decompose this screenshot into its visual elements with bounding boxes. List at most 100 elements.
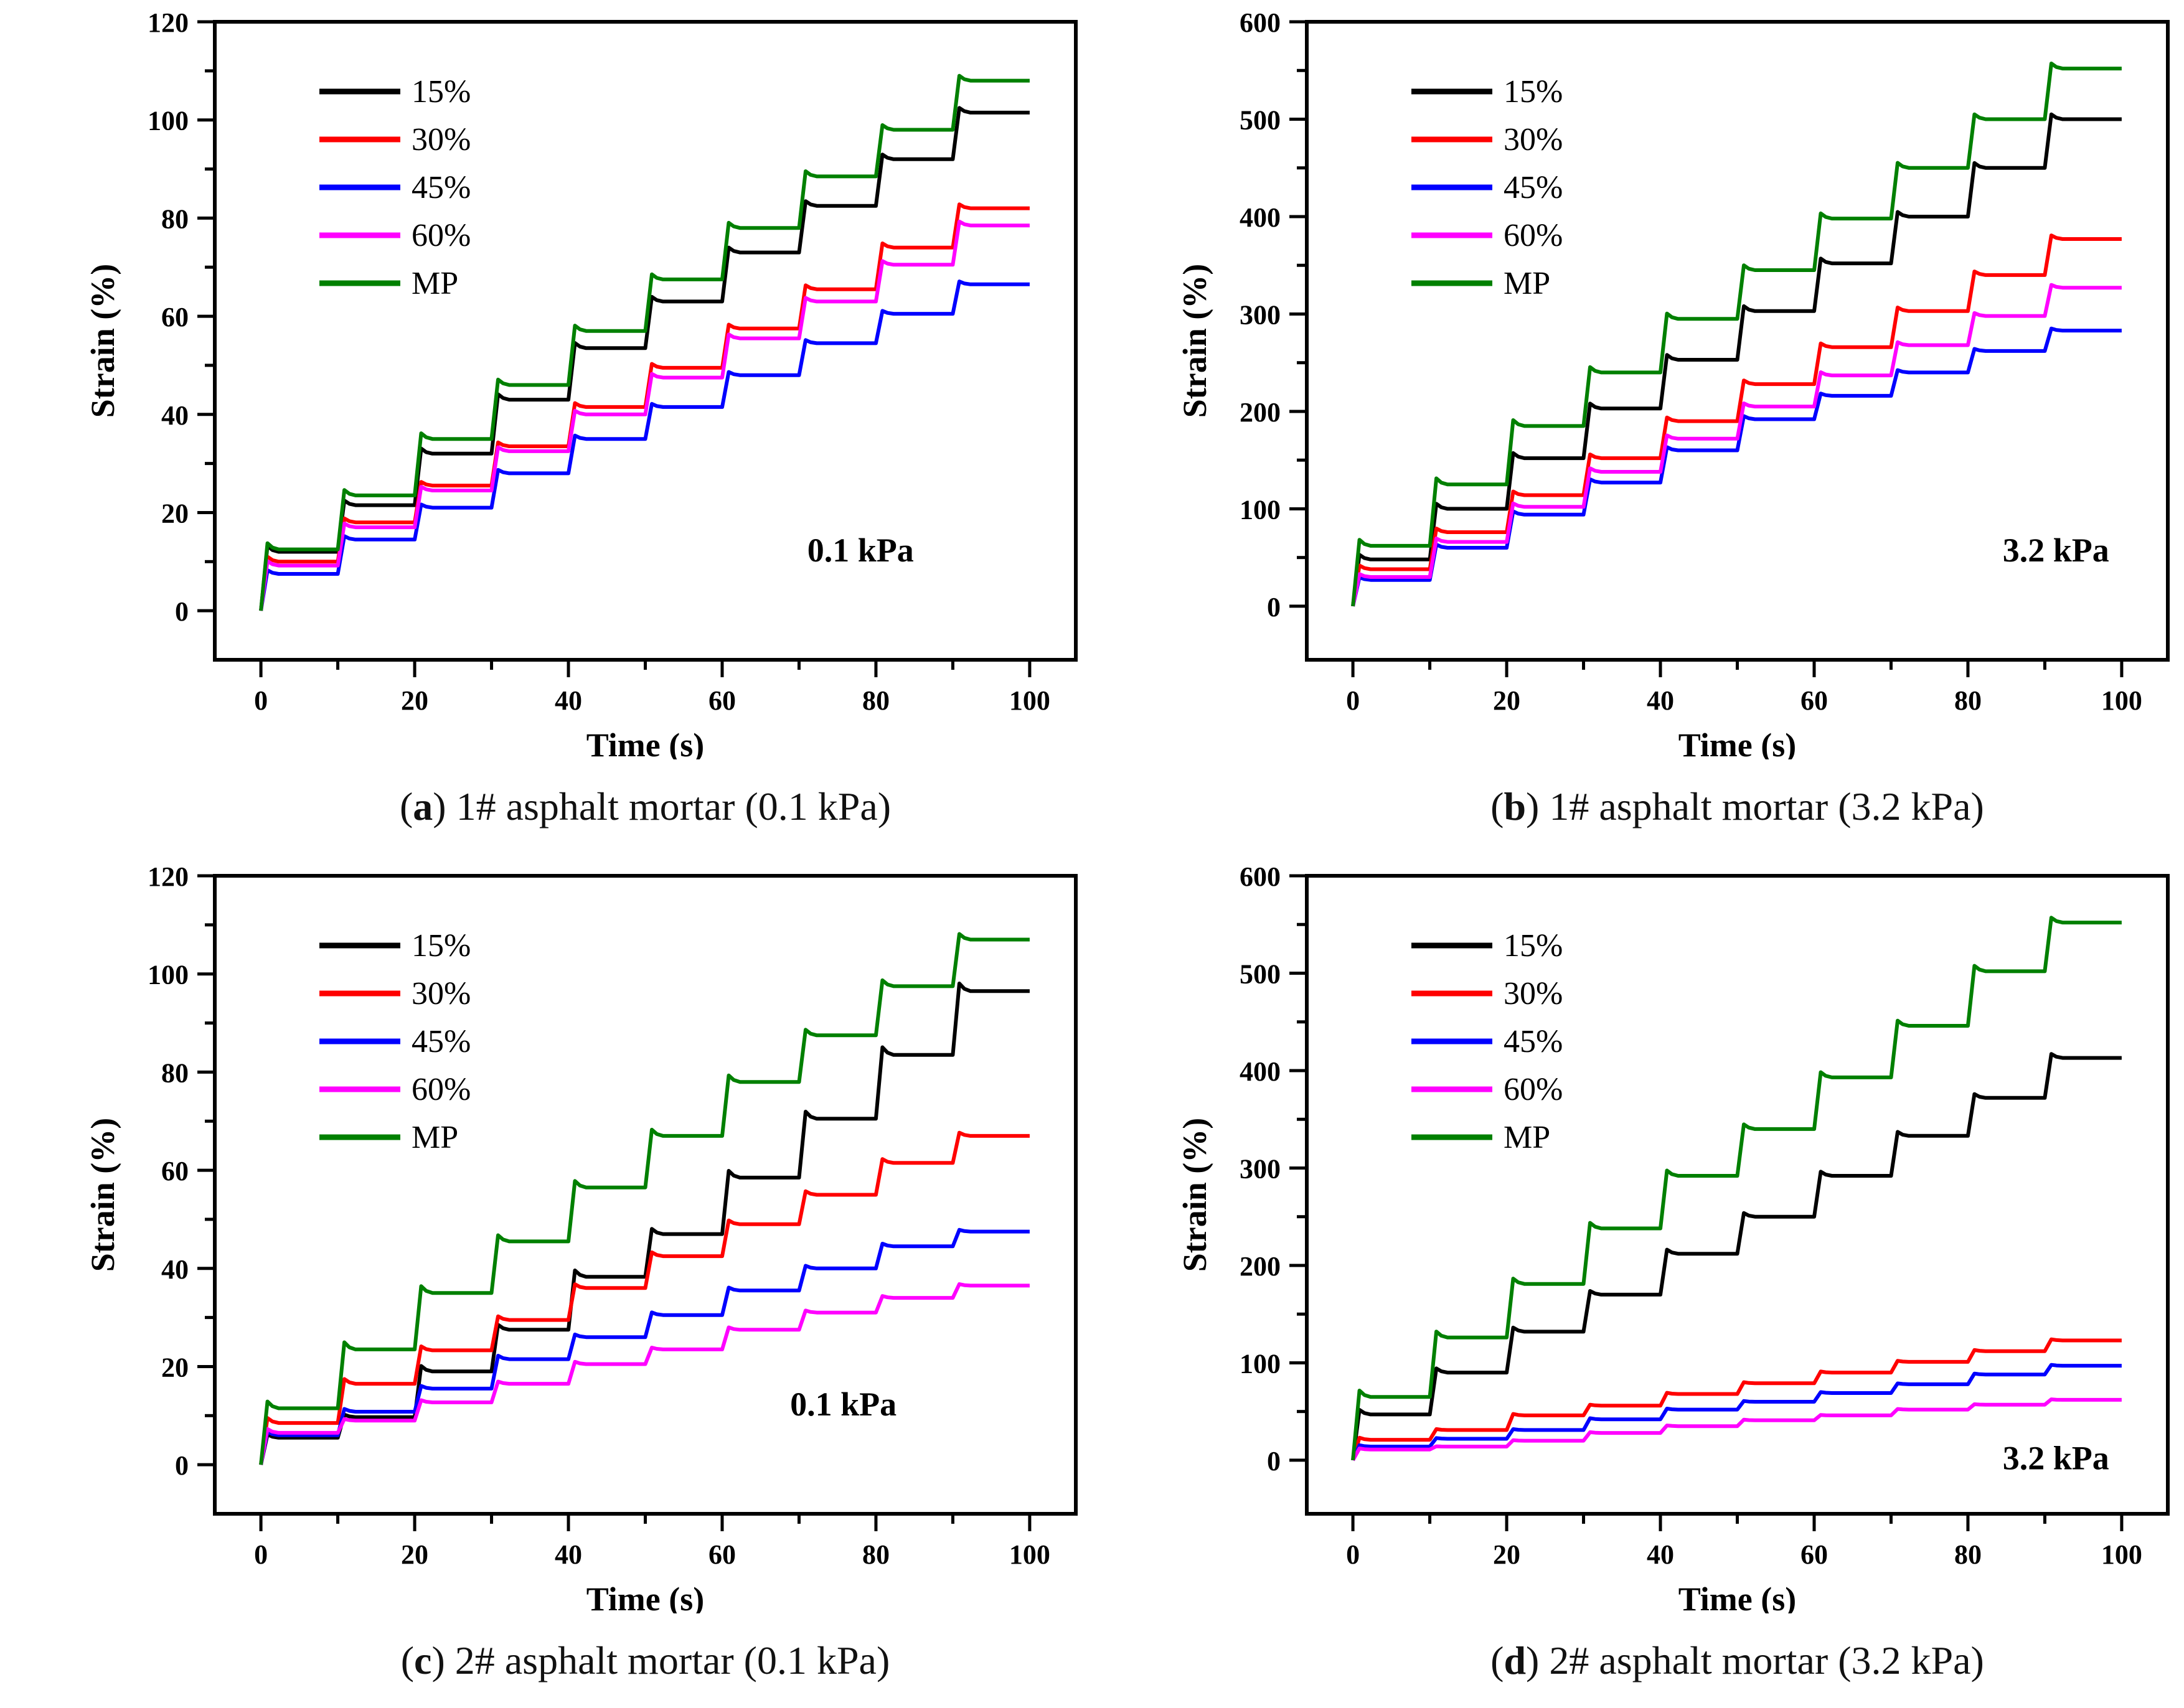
caption-a-text: ) 1# asphalt mortar (0.1 kPa) [433, 784, 892, 828]
x-axis-tick-label: 0 [254, 1539, 268, 1570]
y-axis-tick-label: 20 [161, 1352, 189, 1382]
caption-d-letter: d [1504, 1638, 1527, 1682]
y-axis-tick-label: 100 [148, 960, 189, 990]
legend-label-60%: 60% [1504, 1072, 1563, 1107]
caption-a-open: ( [399, 784, 413, 828]
series-curve-15% [259, 982, 1030, 1465]
y-axis-tick-label: 300 [1240, 1153, 1281, 1184]
panel-d: 0 100 200 300 400 500 600 0 20 40 60 80 100 Strain (%… [1092, 854, 2184, 1708]
x-axis-tick-label: 60 [708, 685, 736, 716]
caption-a: (a) 1# asphalt mortar (0.1 kPa) [100, 759, 1192, 854]
caption-b-letter: b [1504, 784, 1527, 828]
y-axis-title: Strain (%) [84, 264, 121, 418]
x-axis-tick-label: 60 [1800, 1539, 1828, 1570]
series-curve-45% [1351, 1363, 2122, 1462]
chart-a: 0 20 40 60 80 100 120 0 20 40 60 80 100 Strain (%) Tim… [84, 7, 1078, 759]
legend-label-MP: MP [1504, 1120, 1550, 1155]
x-axis-title: Time (s) [586, 726, 704, 759]
legend-label-MP: MP [412, 266, 458, 301]
legend-label-15%: 15% [412, 928, 471, 964]
x-axis-tick-label: 20 [401, 1539, 428, 1570]
x-axis-tick-label: 100 [1009, 685, 1050, 716]
panel-a: 0 20 40 60 80 100 120 0 20 40 60 80 100 Strain (%) Tim… [0, 0, 1092, 854]
series-curve-15% [1351, 1052, 2122, 1461]
y-axis-tick-label: 120 [148, 7, 189, 38]
caption-b: (b) 1# asphalt mortar (3.2 kPa) [1192, 759, 2184, 854]
plot-frame [1305, 20, 2170, 662]
legend-label-30%: 30% [412, 122, 471, 157]
series-curve-MP [1351, 916, 2122, 1461]
legend-label-45%: 45% [1504, 170, 1563, 205]
legend-label-15%: 15% [1504, 74, 1563, 110]
x-axis-tick-label: 80 [1954, 1539, 1982, 1570]
x-axis-tick-label: 100 [2101, 685, 2142, 716]
legend-label-30%: 30% [1504, 976, 1563, 1011]
stress-annotation: 3.2 kPa [2003, 532, 2109, 569]
y-axis-tick-label: 20 [161, 498, 189, 528]
plot-frame [213, 20, 1078, 662]
series-curve-MP [1351, 62, 2122, 607]
caption-c-open: ( [400, 1638, 415, 1682]
stress-annotation: 0.1 kPa [807, 532, 914, 569]
legend-label-15%: 15% [1504, 928, 1563, 964]
x-axis-tick-label: 20 [1493, 685, 1520, 716]
x-axis-tick-label: 80 [862, 1539, 890, 1570]
y-axis-tick-label: 400 [1240, 1056, 1281, 1087]
series-curve-45% [259, 1227, 1030, 1465]
x-axis-tick-label: 80 [862, 685, 890, 716]
x-axis-title: Time (s) [1678, 1580, 1796, 1613]
series-curve-60% [259, 219, 1030, 611]
y-axis-tick-label: 0 [175, 596, 189, 627]
y-axis-tick-label: 100 [1240, 1348, 1281, 1379]
series-curve-MP [259, 932, 1030, 1465]
x-axis-title: Time (s) [586, 1580, 704, 1613]
caption-b-open: ( [1490, 784, 1504, 828]
y-axis-tick-label: 100 [148, 106, 189, 136]
legend-label-15%: 15% [412, 74, 471, 110]
caption-d-open: ( [1490, 1638, 1504, 1682]
x-axis-tick-label: 40 [1647, 685, 1674, 716]
y-axis-tick-label: 120 [148, 861, 189, 892]
x-axis-tick-label: 60 [708, 1539, 736, 1570]
panel-b: 0 100 200 300 400 500 600 0 20 40 60 80 100 Strain (%… [1092, 0, 2184, 854]
legend-label-60%: 60% [412, 1072, 471, 1107]
series-curve-MP [259, 73, 1030, 611]
chart-d: 0 100 200 300 400 500 600 0 20 40 60 80 100 Strain (%… [1176, 861, 2170, 1613]
series-curve-30% [1351, 1337, 2122, 1461]
x-axis-tick-label: 100 [1009, 1539, 1050, 1570]
x-axis-tick-label: 40 [1647, 1539, 1674, 1570]
y-axis-tick-label: 200 [1240, 397, 1281, 428]
chart-c: 0 20 40 60 80 100 120 0 20 40 60 80 100 Strain (%) Tim… [84, 861, 1078, 1613]
y-axis-tick-label: 200 [1240, 1251, 1281, 1282]
caption-b-text: ) 1# asphalt mortar (3.2 kPa) [1526, 784, 1984, 828]
y-axis-tick-label: 300 [1240, 299, 1281, 330]
x-axis-title: Time (s) [1678, 726, 1796, 759]
stress-annotation: 3.2 kPa [2003, 1439, 2109, 1476]
x-axis-tick-label: 80 [1954, 685, 1982, 716]
y-axis-tick-label: 80 [161, 1058, 189, 1088]
caption-d: (d) 2# asphalt mortar (3.2 kPa) [1192, 1613, 2184, 1708]
panel-c: 0 20 40 60 80 100 120 0 20 40 60 80 100 Strain (%) Tim… [0, 854, 1092, 1708]
y-axis-tick-label: 60 [161, 302, 189, 332]
legend-label-60%: 60% [412, 218, 471, 253]
series-curve-60% [1351, 1397, 2122, 1462]
legend-label-60%: 60% [1504, 218, 1563, 253]
series-curve-45% [1351, 326, 2122, 607]
legend-label-MP: MP [412, 1120, 458, 1155]
y-axis-tick-label: 500 [1240, 959, 1281, 989]
y-axis-tick-label: 600 [1240, 861, 1281, 892]
y-axis-tick-label: 60 [161, 1156, 189, 1186]
series-curve-15% [1351, 112, 2122, 607]
caption-c-letter: c [414, 1638, 432, 1682]
y-axis-title: Strain (%) [84, 1118, 121, 1272]
legend-label-45%: 45% [412, 1024, 471, 1059]
y-axis-title: Strain (%) [1176, 264, 1213, 418]
x-axis-tick-label: 0 [1346, 1539, 1360, 1570]
legend-label-45%: 45% [412, 170, 471, 205]
x-axis-tick-label: 100 [2101, 1539, 2142, 1570]
legend-label-30%: 30% [412, 976, 471, 1011]
y-axis-tick-label: 0 [1267, 592, 1281, 622]
y-axis-tick-label: 40 [161, 400, 189, 431]
caption-c: (c) 2# asphalt mortar (0.1 kPa) [100, 1613, 1192, 1708]
